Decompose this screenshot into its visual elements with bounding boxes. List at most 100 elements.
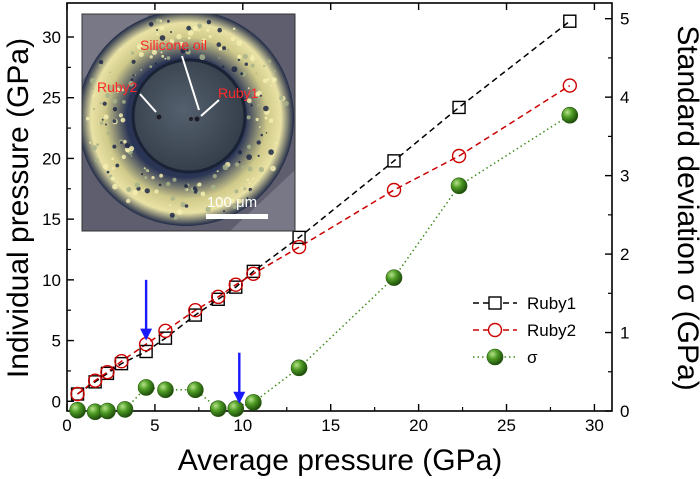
ring-speck xyxy=(149,65,153,68)
ring-speck xyxy=(237,58,241,62)
ring-speck xyxy=(263,64,266,67)
ring-speck xyxy=(176,33,182,40)
data-point-ruby1 xyxy=(139,344,153,359)
ring-speck xyxy=(270,165,276,172)
ring-speck xyxy=(165,46,168,49)
ring-speck xyxy=(200,191,206,197)
ring-speck xyxy=(230,36,235,42)
ring-speck xyxy=(112,107,118,112)
inset-scale-text: 100 μm xyxy=(207,194,257,211)
ring-speck xyxy=(230,198,235,204)
y-tick-label: 30 xyxy=(42,28,61,47)
ring-speck xyxy=(186,25,192,31)
ring-speck xyxy=(248,92,251,95)
data-point-ruby2 xyxy=(100,364,115,380)
ring-speck xyxy=(246,178,250,181)
ring-speck xyxy=(222,164,229,171)
ring-speck xyxy=(121,154,127,160)
ring-speck xyxy=(111,157,114,161)
data-point-ruby2 xyxy=(210,289,226,305)
ring-speck xyxy=(180,201,186,208)
inset-pointer-ruby2 xyxy=(139,93,157,113)
ring-speck xyxy=(197,29,200,32)
ring-speck xyxy=(156,33,159,36)
ring-speck xyxy=(119,48,122,51)
ring-speck xyxy=(156,18,161,23)
ring-speck xyxy=(231,66,238,73)
x-tick-label: 20 xyxy=(409,416,428,435)
legend-marker-ruby2 xyxy=(487,322,503,338)
ring-speck xyxy=(192,186,197,191)
ring-speck xyxy=(168,204,171,207)
ring-speck xyxy=(236,40,243,46)
ring-speck xyxy=(172,177,177,182)
ring-speck xyxy=(262,78,268,84)
ring-speck xyxy=(192,25,199,32)
ring-speck xyxy=(169,39,175,44)
data-point-ruby2 xyxy=(246,266,261,281)
ring-speck xyxy=(89,77,96,84)
ring-speck xyxy=(244,62,248,66)
ring-speck xyxy=(217,27,222,33)
ring-speck xyxy=(124,142,131,149)
data-point-ruby2 xyxy=(114,354,129,369)
ring-speck xyxy=(250,54,254,58)
data-point-sigma xyxy=(227,400,245,417)
ring-speck xyxy=(205,206,211,213)
ring-speck xyxy=(125,148,130,153)
ring-speck xyxy=(226,48,230,52)
ring-speck xyxy=(112,144,117,149)
ring-speck xyxy=(154,189,159,194)
ring-speck xyxy=(246,98,252,104)
data-point-ruby1 xyxy=(387,154,401,168)
ring-speck xyxy=(247,144,252,149)
ring-speck xyxy=(275,142,278,145)
ring-speck xyxy=(235,29,238,32)
ring-speck xyxy=(159,25,165,31)
ring-speck xyxy=(259,94,262,97)
inset-scale-bar xyxy=(206,214,268,219)
data-point-ruby2 xyxy=(386,182,402,198)
ring-speck xyxy=(283,101,289,106)
ring-speck xyxy=(218,47,223,51)
inset-photo: Silicone oil Ruby1 Ruby2 100 μm xyxy=(82,14,295,231)
ring-speck xyxy=(123,139,127,144)
ring-speck xyxy=(130,155,133,157)
data-point-sigma xyxy=(69,401,86,419)
y-tick-label: 20 xyxy=(42,149,61,168)
y-tick-label: 10 xyxy=(42,271,61,290)
ring-speck xyxy=(223,210,225,213)
plot-frame xyxy=(66,2,613,412)
data-point-ruby2 xyxy=(228,277,243,292)
inset-label-ruby1: Ruby1 xyxy=(218,85,259,101)
ring-speck xyxy=(128,81,134,87)
ring-speck xyxy=(255,72,258,75)
ring-speck xyxy=(257,154,260,157)
ring-speck xyxy=(176,209,183,215)
ring-speck xyxy=(112,183,118,190)
ring-speck xyxy=(218,57,221,59)
data-point-sigma xyxy=(385,269,403,286)
y-tick-label: 5 xyxy=(52,332,61,351)
x-tick-label: 10 xyxy=(233,416,252,435)
ring-speck xyxy=(118,113,123,118)
legend-marker-sigma xyxy=(486,348,504,366)
ring-speck xyxy=(170,196,176,201)
ring-speck xyxy=(186,48,189,52)
ring-speck xyxy=(130,51,135,55)
ring-speck xyxy=(99,121,104,125)
y2-axis-title: Standard deviation σ (GPa) xyxy=(671,25,700,390)
ring-speck xyxy=(279,95,284,101)
y2-tick-label: 4 xyxy=(620,88,629,107)
ring-speck xyxy=(260,133,264,137)
ring-speck xyxy=(187,36,191,40)
series-line-Ruby2 xyxy=(77,84,571,395)
data-point-sigma xyxy=(450,177,468,195)
data-point-ruby2 xyxy=(291,239,307,255)
x-tick-label: 0 xyxy=(62,416,71,435)
ring-speck xyxy=(210,184,217,190)
ring-speck xyxy=(216,42,222,47)
ring-speck xyxy=(242,54,248,59)
ring-speck xyxy=(159,35,166,41)
